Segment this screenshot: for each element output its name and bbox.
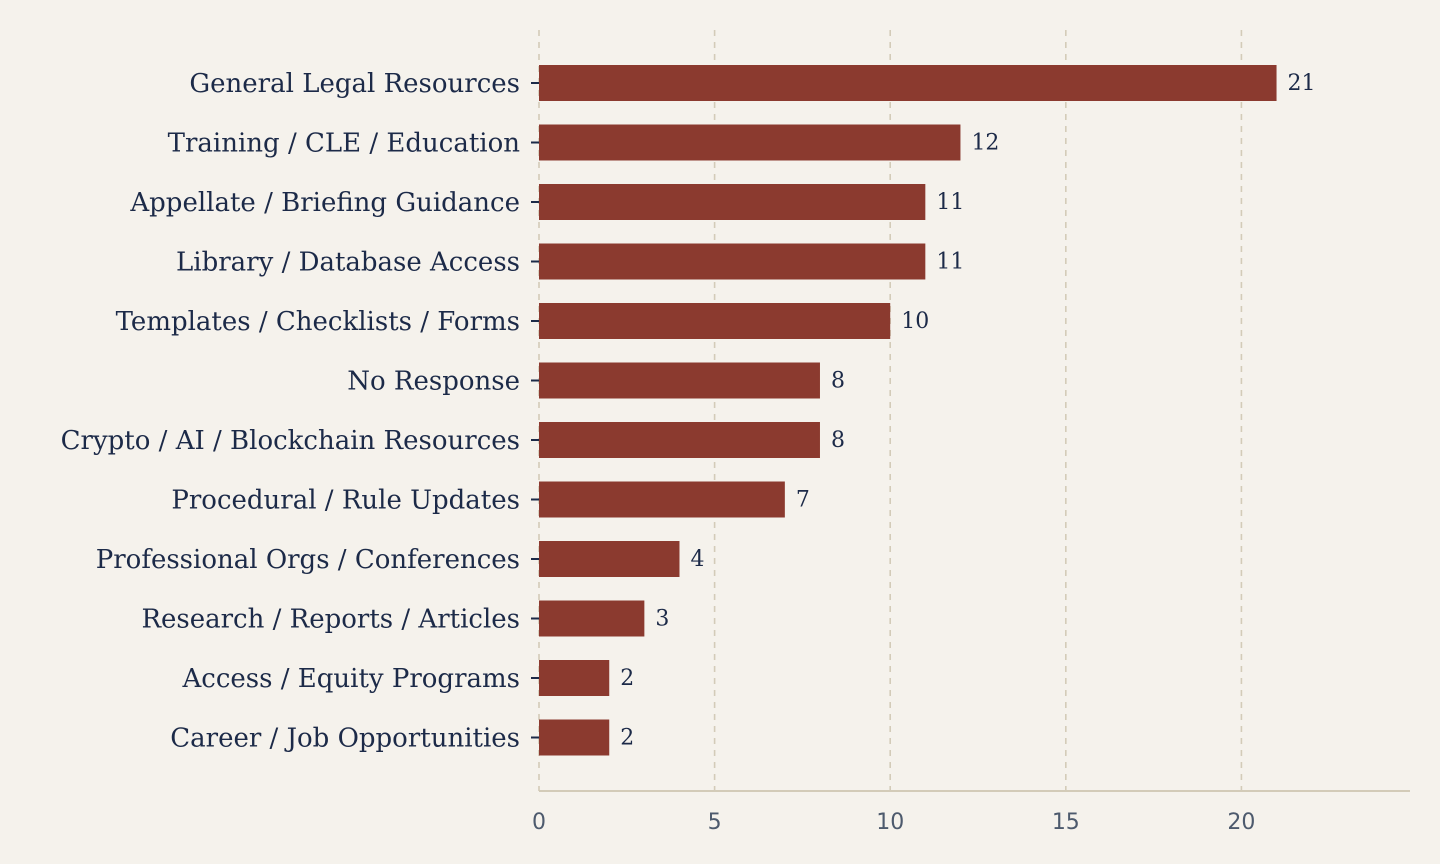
- bar: [539, 303, 891, 339]
- x-tick-label: 20: [1227, 810, 1255, 835]
- category-label: Professional Orgs / Conferences: [96, 545, 520, 575]
- bar: [539, 660, 610, 696]
- value-label: 4: [690, 547, 704, 572]
- value-label: 2: [620, 726, 634, 751]
- value-label: 10: [901, 309, 929, 334]
- category-label: Training / CLE / Education: [168, 129, 521, 159]
- bar: [539, 362, 820, 399]
- value-labels: 21 12 11 11 10 8 8 7 4 3 2 2: [620, 71, 1315, 751]
- value-label: 2: [620, 666, 634, 691]
- bar: [539, 719, 610, 756]
- category-label: Research / Reports / Articles: [141, 605, 520, 635]
- value-label: 7: [796, 488, 810, 513]
- bar: [539, 422, 820, 458]
- x-axis: 0 5 10 15 20: [532, 790, 1410, 835]
- x-tick-label: 10: [876, 810, 904, 835]
- value-label: 11: [936, 250, 964, 275]
- x-tick-label: 5: [708, 810, 722, 835]
- category-label: Career / Job Opportunities: [170, 724, 520, 754]
- value-label: 12: [971, 131, 999, 156]
- bar: [539, 600, 645, 637]
- x-tick-label: 15: [1052, 810, 1080, 835]
- bars: [539, 65, 1277, 756]
- category-label: Crypto / AI / Blockchain Resources: [61, 426, 520, 456]
- bar: [539, 65, 1277, 101]
- category-label: General Legal Resources: [189, 69, 520, 99]
- bar: [539, 124, 961, 161]
- bar: [539, 184, 926, 220]
- value-label: 8: [831, 428, 845, 453]
- category-label: Procedural / Rule Updates: [171, 486, 520, 516]
- bar: [539, 243, 926, 280]
- category-label: No Response: [347, 367, 520, 397]
- category-label: Access / Equity Programs: [182, 664, 521, 694]
- x-tick-label: 0: [532, 810, 546, 835]
- value-label: 11: [936, 190, 964, 215]
- value-label: 8: [831, 369, 845, 394]
- category-label: Templates / Checklists / Forms: [116, 307, 520, 337]
- value-label: 21: [1288, 71, 1316, 96]
- value-label: 3: [655, 607, 669, 632]
- category-label: Appellate / Briefing Guidance: [129, 188, 520, 218]
- bar: [539, 541, 680, 577]
- bar: [539, 481, 785, 518]
- category-labels: General Legal Resources Training / CLE / …: [61, 69, 539, 754]
- category-label: Library / Database Access: [176, 248, 520, 278]
